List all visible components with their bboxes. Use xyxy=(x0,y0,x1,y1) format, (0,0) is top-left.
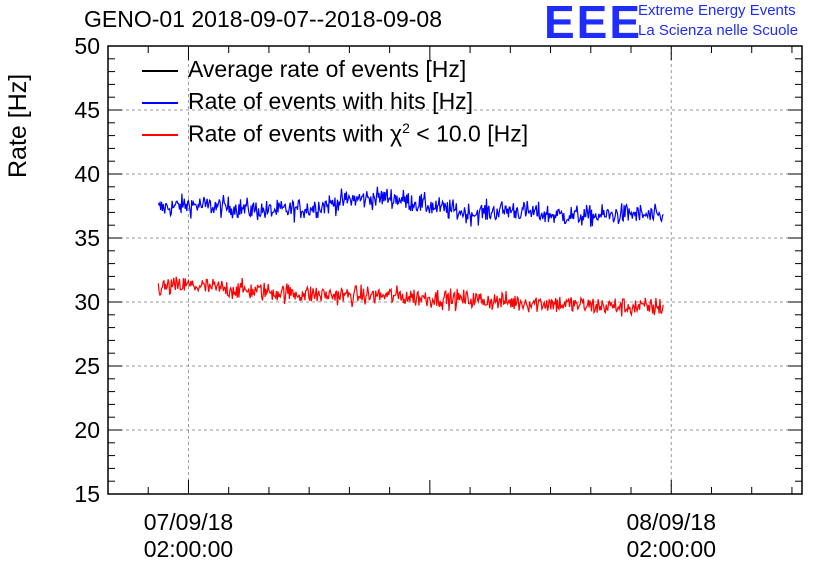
y-tick-label: 45 xyxy=(74,97,100,123)
legend-chi2-suffix: < 10.0 [Hz] xyxy=(409,120,529,147)
series-line-1 xyxy=(157,186,664,227)
chart-title: GENO-01 2018-09-07--2018-09-08 xyxy=(84,6,442,32)
x-tick-label-time: 02:00:00 xyxy=(144,536,234,562)
y-tick-label: 15 xyxy=(74,481,100,507)
eee-logo-mark: EEE xyxy=(544,0,643,48)
legend-label-chi2: Rate of events with χ2 < 10.0 [Hz] xyxy=(188,120,528,148)
eee-logo: EEE Extreme Energy Events La Scienza nel… xyxy=(544,0,834,48)
y-tick-label: 40 xyxy=(74,161,100,187)
x-tick-label-date: 07/09/18 xyxy=(144,509,234,535)
y-tick-label: 25 xyxy=(74,353,100,379)
logo-line-2: La Scienza nelle Scuole xyxy=(638,22,799,39)
legend-chi2-sup: 2 xyxy=(402,120,410,136)
plot-frame xyxy=(107,45,803,495)
legend-swatch-average xyxy=(142,70,178,72)
logo-line-1: Extreme Energy Events xyxy=(638,2,796,19)
y-tick-label: 20 xyxy=(74,417,100,443)
x-tick-label-time: 02:00:00 xyxy=(626,536,716,562)
legend-chi2-prefix: Rate of events with χ xyxy=(188,120,403,147)
legend-label-hits: Rate of events with hits [Hz] xyxy=(188,88,474,114)
legend-swatch-chi2 xyxy=(142,134,178,136)
y-tick-label: 50 xyxy=(74,33,100,59)
legend-label-average: Average rate of events [Hz] xyxy=(188,56,467,82)
y-tick-label: 35 xyxy=(74,225,100,251)
series-line-2 xyxy=(157,276,664,318)
y-axis-label: Rate [Hz] xyxy=(4,73,32,178)
legend-swatch-hits xyxy=(142,102,178,104)
y-tick-label: 30 xyxy=(74,289,100,315)
x-tick-label-date: 08/09/18 xyxy=(626,509,716,535)
